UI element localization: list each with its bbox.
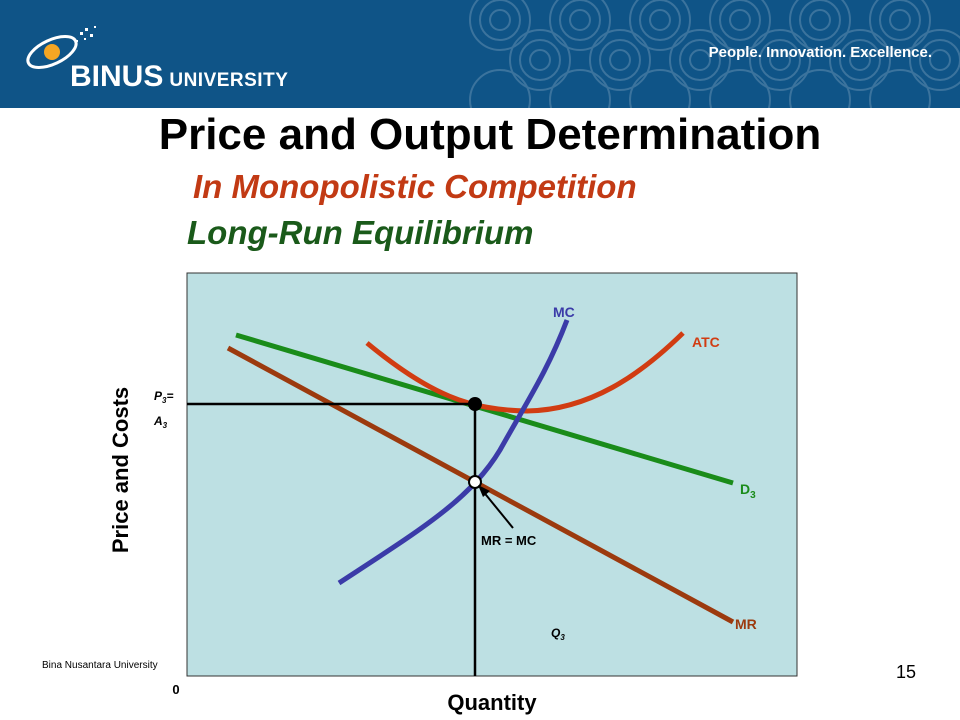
slide-subtitle: In Monopolistic Competition	[193, 168, 637, 205]
annotation-arrow	[481, 489, 514, 529]
origin-label: 0	[172, 682, 179, 697]
equilibrium-point	[468, 397, 482, 411]
brand-name: BINUS	[70, 60, 164, 93]
brand-suffix: UNIVERSITY	[169, 70, 289, 91]
mr-equals-mc-label: MR = MC	[481, 533, 537, 548]
price-label-a3-main: A	[153, 414, 163, 428]
plot-area	[186, 272, 798, 677]
price-label-p3: P3=	[154, 389, 173, 405]
quantity-label-q3-sub: 3	[560, 633, 565, 642]
slide-title: Price and Output Determination	[158, 110, 822, 159]
demand-label-sub: 3	[750, 490, 756, 501]
quantity-label-q3-main: Q	[551, 626, 561, 640]
tagline: People. Innovation. Excellence.	[708, 44, 932, 61]
brand-logo-text: BINUS UNIVERSITY	[70, 60, 288, 94]
y-axis-label: Price and Costs	[108, 387, 133, 553]
page-number: 15	[896, 662, 917, 682]
wave-pattern-decoration	[469, 0, 960, 108]
marginal-cost-curve	[337, 319, 570, 586]
mr-label: MR	[735, 616, 757, 632]
average-total-cost-curve	[365, 331, 685, 414]
annotation-arrowhead	[478, 485, 490, 497]
demand-label: D3	[740, 481, 756, 501]
price-label-a3-sub: 3	[163, 421, 168, 430]
quantity-label-q3: Q3	[551, 626, 565, 642]
x-axis-label: Quantity	[447, 690, 537, 715]
price-label-a3: A3	[153, 414, 168, 430]
atc-label: ATC	[692, 334, 720, 350]
footer-institution: Bina Nusantara University	[42, 660, 158, 671]
price-label-p3-main: P	[154, 389, 163, 403]
demand-label-main: D	[740, 481, 750, 497]
price-label-p3-suffix: =	[166, 389, 173, 403]
mc-label: MC	[553, 304, 575, 320]
header-banner: BINUS UNIVERSITY People. Innovation. Exce…	[0, 0, 960, 108]
price-label-p3-sub: 3	[162, 396, 167, 405]
binus-logo-icon	[26, 26, 96, 69]
slide-subtitle-secondary: Long-Run Equilibrium	[187, 214, 534, 251]
